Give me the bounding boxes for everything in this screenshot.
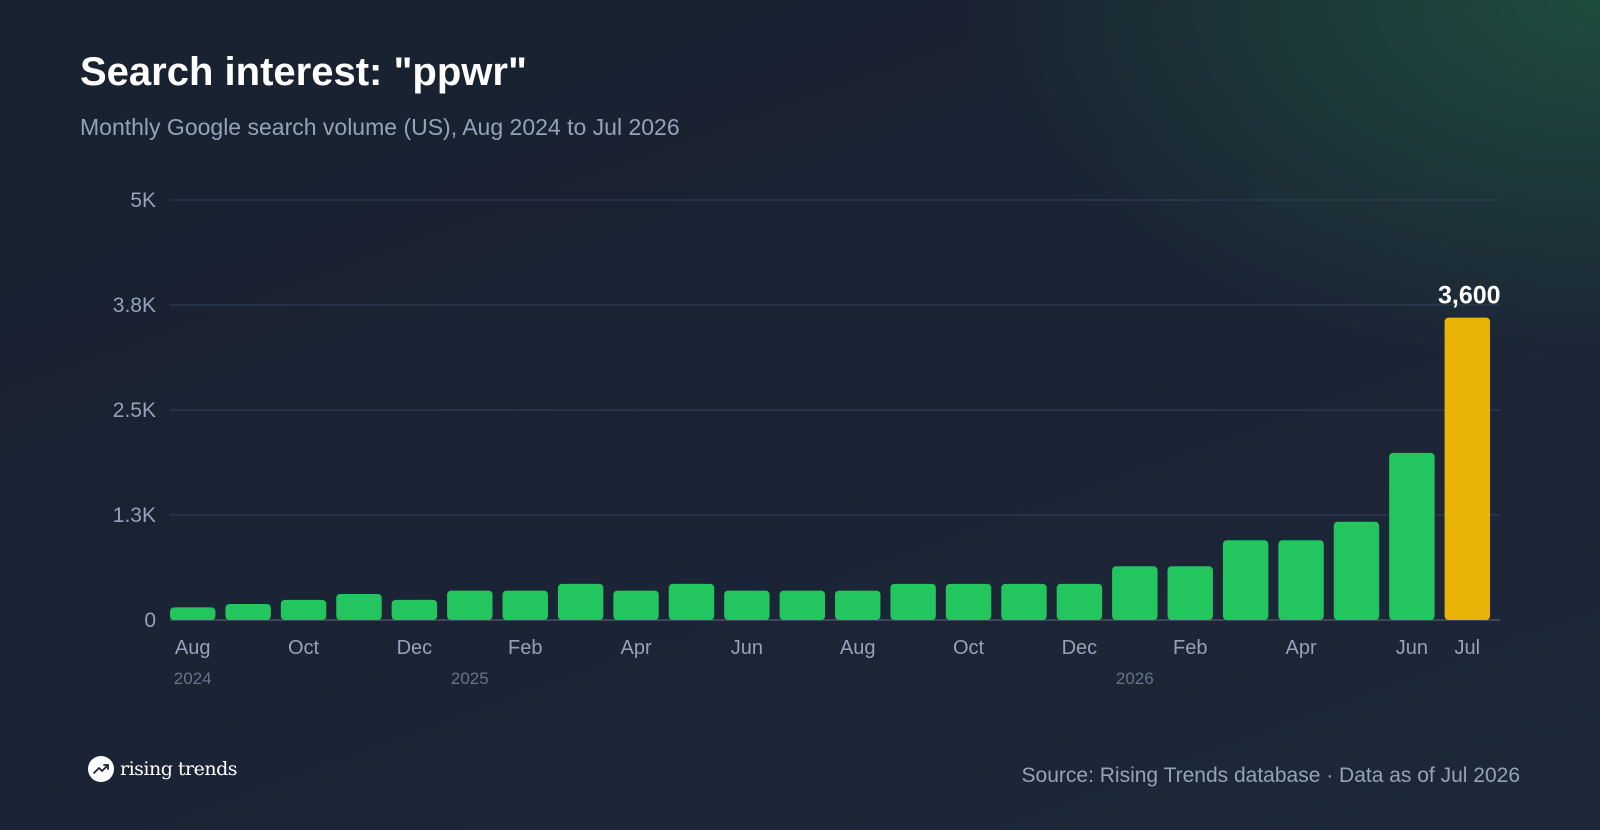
bar <box>1056 583 1103 620</box>
trend-arrow-icon <box>88 756 114 782</box>
chart-title: Search interest: "ppwr" <box>80 50 527 94</box>
data-label: 3,600 <box>1438 282 1501 310</box>
x-tick-label: Dec <box>397 637 433 659</box>
bar <box>1389 452 1435 620</box>
bar <box>502 590 548 620</box>
x-tick-label: Feb <box>1173 637 1207 659</box>
bar <box>1222 540 1269 620</box>
year-label: 2024 <box>174 669 212 688</box>
x-tick-label: Apr <box>1285 637 1316 659</box>
bar <box>1001 583 1047 620</box>
bar <box>170 607 216 620</box>
bar <box>1167 566 1213 620</box>
bar-highlight <box>1444 317 1491 620</box>
bar <box>890 583 936 620</box>
brand-name: rising trends <box>120 758 238 780</box>
chart-subtitle: Monthly Google search volume (US), Aug 2… <box>80 114 680 140</box>
bar <box>280 599 327 620</box>
bar <box>1112 566 1158 620</box>
y-tick-label: 3.8K <box>113 294 156 317</box>
x-tick-label: Jun <box>731 637 763 659</box>
bar <box>447 590 493 620</box>
x-tick-label: Aug <box>840 637 876 659</box>
x-tick-label: Oct <box>953 637 985 659</box>
bar <box>391 599 438 620</box>
x-tick-label: Dec <box>1062 637 1098 659</box>
bar <box>336 593 382 620</box>
bar <box>779 590 826 620</box>
x-tick-label: Feb <box>508 637 542 659</box>
source-note: Source: Rising Trends database · Data as… <box>1021 764 1520 787</box>
x-tick-label: Aug <box>175 637 211 659</box>
y-tick-label: 0 <box>144 609 156 632</box>
bar <box>668 583 715 620</box>
bar <box>557 583 604 620</box>
y-tick-label: 1.3K <box>113 504 156 527</box>
bar <box>835 590 881 620</box>
x-tick-label: Jun <box>1396 637 1428 659</box>
year-label: 2025 <box>451 669 489 688</box>
y-tick-label: 5K <box>130 189 156 212</box>
bar <box>225 604 271 620</box>
bar <box>613 590 659 620</box>
y-tick-label: 2.5K <box>113 399 156 422</box>
brand-logo: rising trends <box>88 756 238 782</box>
year-label: 2026 <box>1116 669 1154 688</box>
bar <box>1333 521 1380 620</box>
bar <box>1278 540 1324 620</box>
bar <box>724 590 770 620</box>
x-tick-label: Oct <box>288 637 320 659</box>
bar <box>945 583 992 620</box>
x-tick-label: Jul <box>1455 637 1481 659</box>
x-tick-label: Apr <box>620 637 651 659</box>
